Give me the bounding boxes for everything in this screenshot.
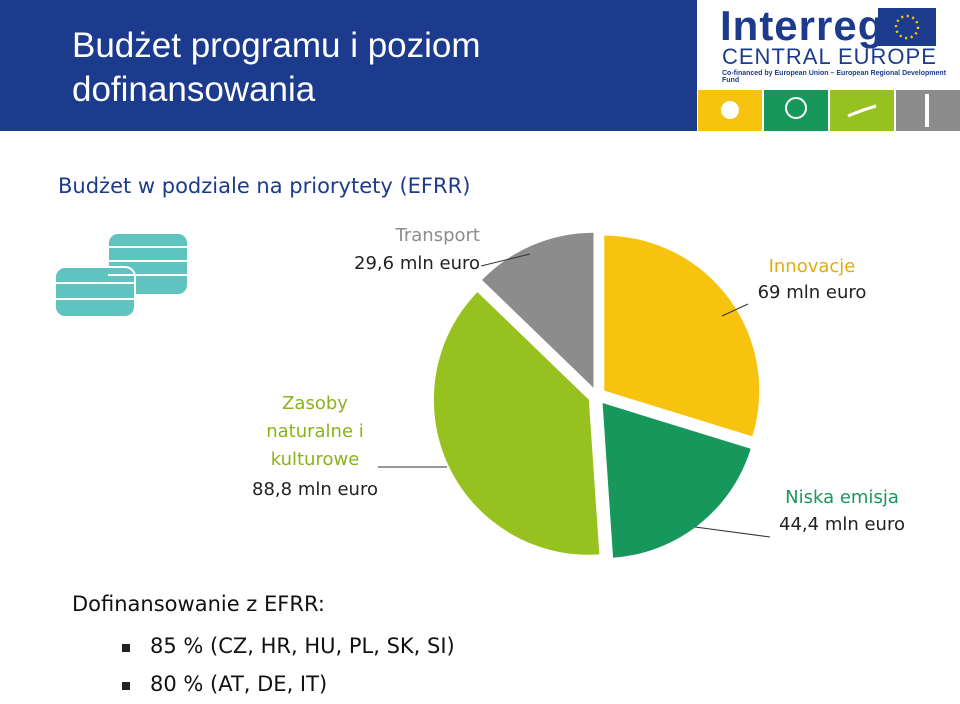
pie-slice [433, 292, 600, 555]
logo-brand: Interreg [720, 2, 885, 49]
slice-label: Transport [395, 225, 480, 246]
eu-flag [878, 8, 936, 46]
pie-slice [602, 403, 751, 558]
coins-icon [54, 232, 189, 318]
slice-value-label: 88,8 mln euro [252, 479, 378, 500]
bullet [122, 644, 130, 652]
bullet [122, 682, 130, 690]
slice-value-label: 44,4 mln euro [779, 514, 905, 535]
leader-line [480, 253, 531, 267]
chart-title: Budżet w podziale na priorytety (EFRR) [58, 174, 471, 198]
pie-slice [604, 235, 760, 437]
header-bar [0, 0, 697, 131]
slice-value-label: 69 mln euro [757, 282, 867, 303]
pie-slice [482, 232, 594, 388]
logo-funding: Co-financed by European Union – European… [722, 70, 947, 84]
slice-label: Niska emisja [785, 487, 899, 508]
footer-heading: Dofinansowanie z EFRR: [72, 592, 325, 616]
slice-label: Innovacje [768, 256, 856, 277]
leader-line [694, 526, 771, 538]
slice-label: Zasoby naturalne i kulturowe [266, 393, 364, 470]
leader-line [721, 303, 749, 317]
priority-icons [698, 90, 960, 131]
bullet-item: 80 % (AT, DE, IT) [150, 672, 328, 696]
bullet-item: 85 % (CZ, HR, HU, PL, SK, SI) [150, 634, 455, 658]
slice-value-label: 29,6 mln euro [354, 253, 480, 274]
slide-title: Budżet programu i poziom dofinansowania [72, 26, 481, 109]
logo-program: CENTRAL EUROPE [722, 44, 937, 69]
